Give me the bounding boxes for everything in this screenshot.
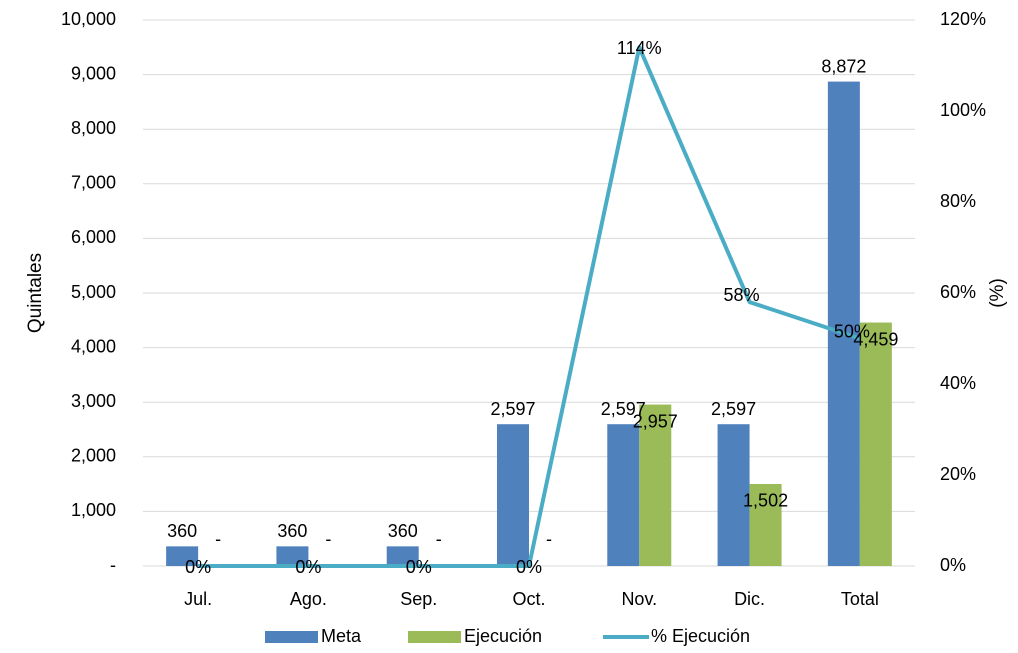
y-tick-label: 5,000 (71, 282, 116, 302)
y-tick-label: 7,000 (71, 173, 116, 193)
y-tick-label: 3,000 (71, 391, 116, 411)
y2-tick-label: 20% (940, 464, 976, 484)
label-meta: 2,597 (601, 399, 646, 419)
label-ejecucion: 1,502 (743, 491, 788, 511)
bar-meta (386, 546, 419, 566)
bar-ejecucion (749, 483, 782, 566)
x-axis-ticks: Jul. Ago. Sep. Oct. Nov. Dic. Total (184, 589, 879, 609)
label-percent: 0% (295, 557, 321, 577)
left-axis-ticks: - 1,000 2,000 3,000 4,000 5,000 6,000 7,000 8,00… (61, 9, 116, 575)
label-meta: 2,597 (490, 399, 535, 419)
y2-tick-label: 0% (940, 555, 966, 575)
y-tick-label: 9,000 (71, 63, 116, 83)
bar-ejecucion (639, 404, 672, 566)
y-tick-label: 4,000 (71, 336, 116, 356)
bar-meta (607, 424, 640, 566)
label-ejecucion: - (436, 529, 442, 549)
bars (166, 81, 892, 566)
legend: Meta Ejecución % Ejecución (265, 626, 750, 646)
x-tick-label: Nov. (621, 589, 657, 609)
percent-line (198, 45, 861, 568)
label-percent: 50% (834, 321, 870, 341)
y2-tick-label: 120% (940, 9, 986, 29)
label-percent: 0% (406, 557, 432, 577)
y-axis-title: Quintales (25, 253, 46, 333)
y2-tick-label: 40% (940, 373, 976, 393)
x-tick-label: Total (841, 589, 879, 609)
x-tick-label: Dic. (734, 589, 765, 609)
label-meta: 360 (388, 521, 418, 541)
y2-tick-label: 60% (940, 282, 976, 302)
label-ejecucion: 2,957 (633, 411, 678, 431)
label-ejecucion: - (546, 529, 552, 549)
data-labels: 360 -0%360 -0%360 -0%2,597-0%2,5972,957114%… (167, 38, 898, 577)
label-meta: 8,872 (821, 56, 866, 76)
label-percent: 0% (185, 557, 211, 577)
x-tick-label: Jul. (184, 589, 212, 609)
legend-label: % Ejecución (651, 626, 750, 646)
label-meta: 360 (167, 521, 197, 541)
y-tick-label: 10,000 (61, 9, 116, 29)
legend-label: Ejecución (464, 626, 542, 646)
gridlines (143, 19, 915, 567)
bar-meta (717, 424, 750, 566)
label-ejecucion: - (325, 529, 331, 549)
y2-tick-label: 80% (940, 191, 976, 211)
label-ejecucion: 4,459 (853, 329, 898, 349)
y2-tick-label: 100% (940, 100, 986, 120)
y-tick-label: - (110, 555, 116, 575)
y-tick-label: 2,000 (71, 446, 116, 466)
legend-swatch (408, 631, 461, 643)
label-ejecucion: - (215, 529, 221, 549)
bar-meta (827, 81, 860, 566)
x-tick-label: Sep. (400, 589, 437, 609)
label-meta: 360 (277, 521, 307, 541)
label-percent: 58% (724, 285, 760, 305)
y-tick-label: 6,000 (71, 227, 116, 247)
bar-meta (276, 546, 309, 566)
bar-ejecucion (859, 322, 892, 566)
legend-label: Meta (321, 626, 362, 646)
y-tick-label: 8,000 (71, 118, 116, 138)
y-tick-label: 1,000 (71, 500, 116, 520)
label-percent: 114% (617, 38, 662, 58)
bar-meta (497, 424, 529, 566)
y2-axis-title: (%) (987, 278, 1008, 308)
x-tick-label: Ago. (290, 589, 327, 609)
right-axis-ticks: 0% 20% 40% 60% 80% 100% 120% (940, 9, 986, 575)
label-meta: 2,597 (711, 399, 756, 419)
x-tick-label: Oct. (512, 589, 545, 609)
bar-meta (166, 546, 199, 566)
label-percent: 0% (516, 557, 542, 577)
legend-swatch (265, 631, 318, 643)
